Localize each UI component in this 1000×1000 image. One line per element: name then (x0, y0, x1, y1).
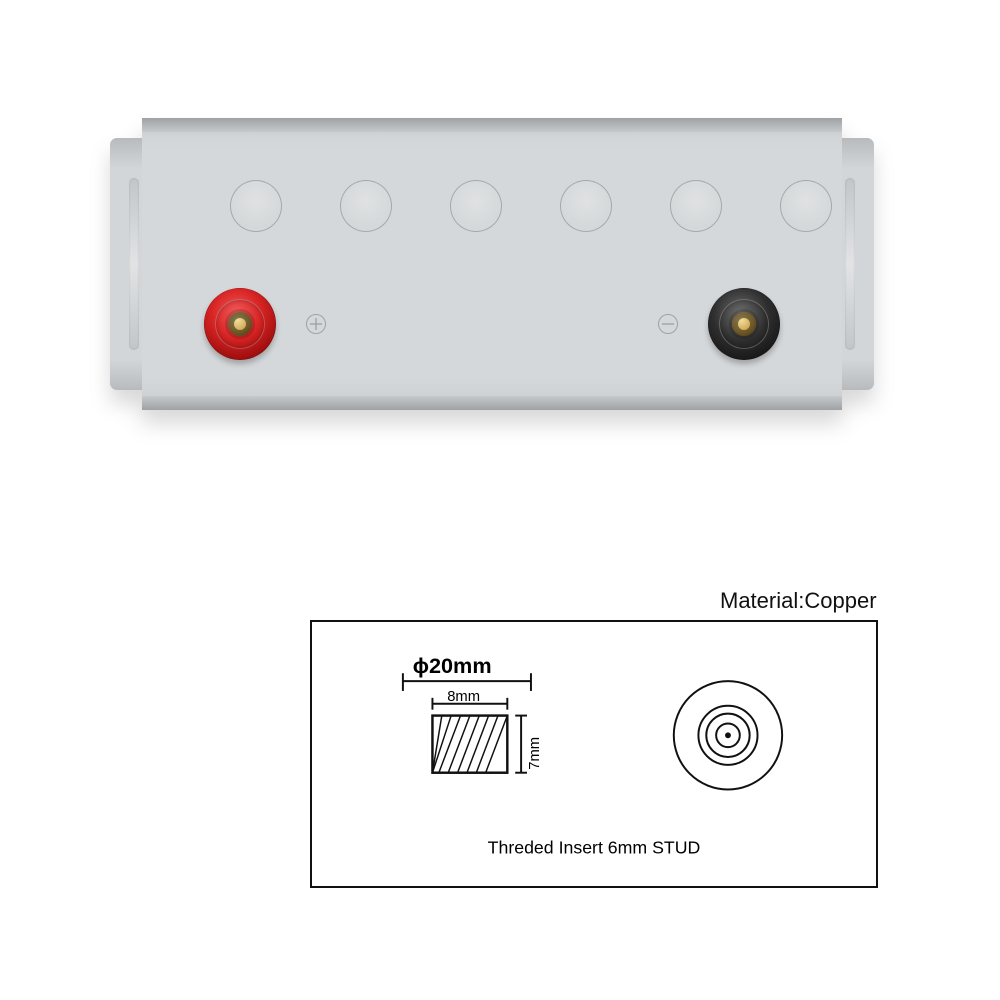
width-text: 8mm (447, 689, 480, 705)
body-lip-top (142, 118, 842, 132)
vent-circle (780, 180, 832, 232)
spec-caption: Threded Insert 6mm STUD (488, 837, 701, 857)
material-label: Material:Copper (720, 588, 877, 614)
vent-circle (450, 180, 502, 232)
diameter-text: ϕ20mm (413, 653, 492, 678)
height-text: 7mm (527, 737, 543, 770)
terminal-positive (204, 288, 276, 360)
vent-circle (340, 180, 392, 232)
vent-circle (670, 180, 722, 232)
body-lip-bottom (142, 396, 842, 410)
vent-circle (230, 180, 282, 232)
center-dot-icon (725, 732, 731, 738)
polarity-plus-icon (306, 314, 326, 334)
terminal-negative (708, 288, 780, 360)
battery-top-view (114, 118, 870, 410)
canvas: Material:Copper ϕ20mm 8mm (0, 0, 1000, 1000)
polarity-minus-icon (658, 314, 678, 334)
spec-box: ϕ20mm 8mm 7mm Threded Insert 6mm STUD (310, 620, 878, 888)
battery-body (142, 118, 842, 410)
phi-icon: ϕ (413, 653, 429, 678)
spec-drawing: ϕ20mm 8mm 7mm Threded Insert 6mm STUD (312, 622, 876, 886)
threaded-insert-icon (432, 716, 507, 773)
height-dim (515, 716, 527, 773)
vent-circle (560, 180, 612, 232)
